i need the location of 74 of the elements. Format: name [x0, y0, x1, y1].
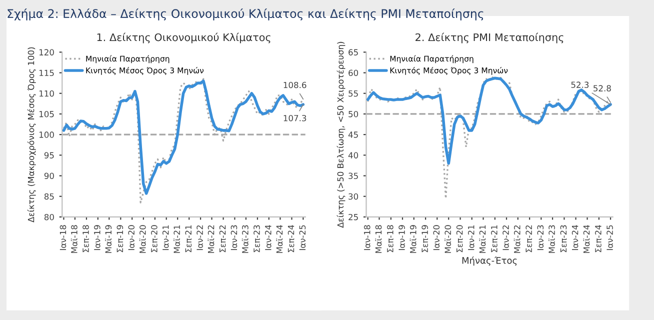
x-tick-label: Ιαν-21 [162, 225, 169, 250]
x-tick-label: Μαϊ-18 [375, 225, 382, 253]
annotation: 108.6 [284, 82, 306, 88]
x-tick-label: Σεπ-19 [422, 225, 428, 252]
x-tick-label: Μαϊ-18 [70, 225, 78, 253]
x-tick-label: Μαϊ-24 [583, 225, 590, 253]
x-tick-label: Ιαν-20 [433, 225, 440, 250]
x-tick-label: Ιαν-22 [502, 225, 509, 250]
y-tick-label: 65 [348, 49, 358, 56]
y-tick-label: 90 [44, 172, 54, 180]
x-tick-label: Σεπ-24 [595, 225, 602, 252]
x-tick-label: Ιαν-18 [60, 225, 66, 250]
y-tick-label: 95 [44, 152, 54, 158]
annotation: 52.3 [571, 82, 589, 88]
x-tick-label: Σεπ-23 [254, 225, 260, 252]
chart-title: 2. Δείκτης PMI Μεταποίησης [416, 32, 564, 44]
x-tick-label: Σεπ-24 [288, 225, 294, 252]
y-tick-label: 110 [40, 90, 54, 97]
y-tick-label: 30 [348, 193, 358, 200]
y-tick-label: 80 [44, 214, 54, 220]
y-tick-label: 115 [40, 70, 54, 76]
y-tick-label: 35 [348, 172, 358, 180]
x-tick-label: Σεπ-19 [116, 225, 124, 252]
x-tick-label: Μαϊ-23 [242, 225, 248, 253]
y-tick-label: 50 [348, 110, 358, 118]
y-tick-label: 120 [40, 49, 54, 56]
x-tick-label: Ιαν-20 [128, 225, 134, 250]
annotation: 52.8 [594, 85, 611, 92]
x-tick-label: Σεπ-18 [82, 225, 89, 252]
x-tick-label: Ιαν-21 [468, 225, 474, 250]
annotation: 107.3 [284, 114, 306, 122]
x-axis-title: Μήνας-Έτος [462, 256, 517, 266]
x-tick-label: Μαϊ-24 [276, 225, 283, 253]
x-tick-label: Μαϊ-19 [105, 225, 112, 253]
x-tick-label: Σεπ-18 [387, 225, 394, 252]
x-tick-label: Ιαν-25 [299, 225, 306, 250]
y-tick-label: 25 [348, 214, 358, 220]
line-series [366, 76, 612, 165]
x-tick-label: Μαϊ-20 [444, 225, 452, 253]
x-tick-label: Ιαν-18 [364, 225, 370, 250]
x-tick-label: Σεπ-22 [219, 225, 226, 252]
y-tick-label: 55 [348, 90, 358, 97]
x-tick-label: Σεπ-21 [185, 225, 192, 252]
x-tick-label: Μαϊ-22 [514, 225, 520, 253]
x-tick-label: Σεπ-20 [151, 225, 158, 252]
x-tick-label: Μαϊ-22 [208, 225, 214, 253]
x-tick-label: Σεπ-23 [560, 225, 567, 252]
x-tick-label: Μαϊ-20 [139, 225, 146, 253]
x-tick-label: Σεπ-21 [491, 225, 498, 252]
x-tick-label: Μαϊ-21 [174, 225, 180, 253]
x-tick-label: Ιαν-25 [606, 225, 613, 250]
y-tick-label: 100 [40, 132, 54, 138]
y-axis-title: Δείκτης (>50 Βελτίωση, <50 Χειροτέρευση) [336, 42, 346, 228]
x-tick-label: Μαϊ-19 [410, 225, 416, 253]
x-tick-label: Μαϊ-21 [479, 225, 486, 253]
text: Σχήμα 2: Ελλάδα – Δείκτης Οικονομικού Κλίματος και Δείκτης PMI Μεταποίησης [8, 8, 484, 20]
x-tick-label: Ιαν-24 [265, 225, 272, 250]
x-tick-label: Ιαν-19 [94, 225, 100, 250]
y-tick-label: 60 [348, 70, 358, 76]
x-tick-label: Μαϊ-23 [548, 225, 555, 253]
x-tick-label: Ιαν-24 [572, 225, 578, 250]
line-series [367, 76, 612, 200]
y-axis-title: Δείκτης (Μακροχρόνιος Μέσος Όρος 100) [27, 47, 36, 222]
x-tick-label: Ιαν-23 [230, 225, 238, 250]
x-tick-label: Ιαν-23 [537, 225, 544, 250]
x-tick-label: Ιαν-22 [196, 225, 203, 250]
y-tick-label: 45 [348, 132, 358, 138]
y-tick-label: 40 [348, 152, 358, 158]
x-tick-label: Σεπ-22 [526, 225, 532, 252]
x-tick-label: Ιαν-19 [398, 225, 405, 250]
x-tick-label: Σεπ-20 [456, 225, 463, 252]
chart-title: 1. Δείκτης Οικονομικού Κλίματος [97, 32, 270, 44]
y-tick-label: 85 [44, 193, 54, 200]
y-tick-label: 105 [40, 110, 54, 118]
